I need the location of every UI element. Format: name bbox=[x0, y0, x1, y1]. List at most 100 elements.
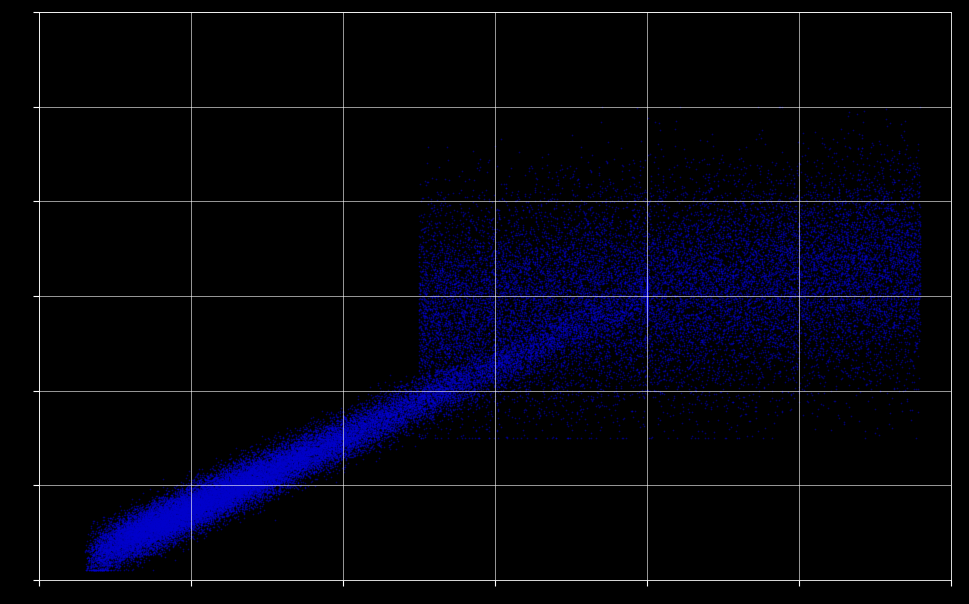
Point bbox=[340, 424, 356, 434]
Point bbox=[295, 432, 310, 442]
Point bbox=[704, 295, 720, 305]
Point bbox=[268, 471, 284, 480]
Point bbox=[115, 516, 131, 525]
Point bbox=[150, 504, 166, 513]
Point bbox=[241, 481, 257, 491]
Point bbox=[197, 513, 212, 522]
Point bbox=[113, 543, 129, 553]
Point bbox=[422, 375, 437, 385]
Point bbox=[151, 520, 167, 530]
Point bbox=[174, 512, 190, 521]
Point bbox=[819, 287, 834, 297]
Point bbox=[887, 252, 902, 262]
Point bbox=[212, 474, 228, 484]
Point bbox=[704, 220, 720, 230]
Point bbox=[397, 385, 413, 394]
Point bbox=[884, 252, 899, 262]
Point bbox=[602, 296, 617, 306]
Point bbox=[555, 358, 571, 367]
Point bbox=[525, 304, 541, 313]
Point bbox=[104, 549, 119, 559]
Point bbox=[239, 474, 255, 484]
Point bbox=[244, 485, 260, 495]
Point bbox=[630, 304, 645, 313]
Point bbox=[173, 492, 189, 501]
Point bbox=[481, 282, 496, 292]
Point bbox=[246, 478, 262, 487]
Point bbox=[243, 469, 259, 479]
Point bbox=[120, 536, 136, 545]
Point bbox=[260, 434, 275, 443]
Point bbox=[573, 292, 588, 301]
Point bbox=[639, 300, 654, 309]
Point bbox=[144, 503, 160, 512]
Point bbox=[131, 524, 146, 534]
Point bbox=[148, 541, 164, 551]
Point bbox=[526, 362, 542, 372]
Point bbox=[121, 527, 137, 536]
Point bbox=[227, 475, 242, 484]
Point bbox=[888, 306, 903, 316]
Point bbox=[324, 429, 339, 439]
Point bbox=[128, 519, 143, 528]
Point bbox=[120, 512, 136, 521]
Point bbox=[879, 290, 894, 300]
Point bbox=[210, 482, 226, 492]
Point bbox=[285, 458, 300, 468]
Point bbox=[192, 504, 207, 514]
Point bbox=[496, 338, 512, 347]
Point bbox=[407, 381, 422, 390]
Point bbox=[169, 511, 184, 521]
Point bbox=[572, 306, 587, 315]
Point bbox=[797, 257, 812, 266]
Point bbox=[218, 503, 234, 512]
Point bbox=[347, 439, 362, 449]
Point bbox=[218, 511, 234, 521]
Point bbox=[597, 352, 612, 361]
Point bbox=[775, 305, 791, 315]
Point bbox=[686, 356, 702, 365]
Point bbox=[281, 454, 297, 464]
Point bbox=[274, 440, 290, 449]
Point bbox=[517, 298, 533, 307]
Point bbox=[108, 538, 123, 548]
Point bbox=[599, 301, 614, 310]
Point bbox=[404, 394, 420, 404]
Point bbox=[543, 300, 558, 310]
Point bbox=[766, 301, 782, 311]
Point bbox=[193, 496, 208, 506]
Point bbox=[293, 429, 308, 439]
Point bbox=[326, 448, 341, 457]
Point bbox=[137, 519, 152, 528]
Point bbox=[464, 353, 480, 362]
Point bbox=[588, 292, 604, 301]
Point bbox=[441, 369, 456, 379]
Point bbox=[187, 494, 203, 504]
Point bbox=[168, 506, 183, 515]
Point bbox=[167, 499, 182, 509]
Point bbox=[696, 269, 711, 279]
Point bbox=[288, 464, 303, 474]
Point bbox=[862, 310, 878, 320]
Point bbox=[268, 471, 284, 481]
Point bbox=[449, 229, 464, 239]
Point bbox=[532, 347, 547, 356]
Point bbox=[185, 509, 201, 518]
Point bbox=[87, 553, 103, 563]
Point bbox=[240, 478, 256, 488]
Point bbox=[414, 385, 429, 394]
Point bbox=[215, 486, 231, 495]
Point bbox=[280, 475, 296, 485]
Point bbox=[766, 259, 782, 269]
Point bbox=[774, 340, 790, 350]
Point bbox=[272, 461, 288, 471]
Point bbox=[189, 506, 204, 515]
Point bbox=[488, 259, 504, 268]
Point bbox=[746, 246, 762, 255]
Point bbox=[435, 387, 451, 396]
Point bbox=[308, 446, 324, 455]
Point bbox=[558, 330, 574, 339]
Point bbox=[747, 253, 763, 263]
Point bbox=[105, 538, 120, 547]
Point bbox=[414, 355, 429, 365]
